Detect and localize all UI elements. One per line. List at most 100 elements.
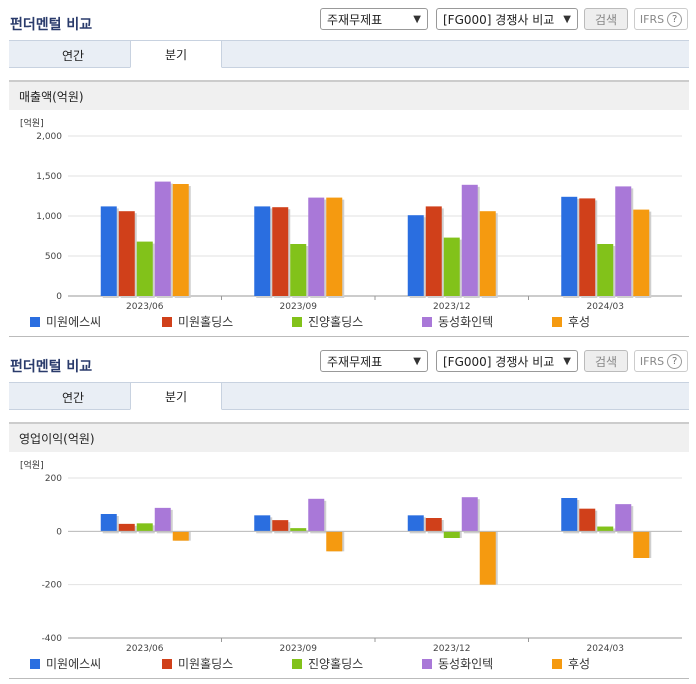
statement-select[interactable]: 주재무제표 ▼ (320, 350, 428, 372)
legend-swatch (552, 316, 562, 327)
bar-2-0 (136, 241, 153, 296)
chevron-down-icon: ▼ (563, 355, 571, 367)
bar-0-3 (561, 498, 578, 532)
tab-annual[interactable]: 연간 (61, 390, 85, 405)
bar-3-1 (308, 197, 325, 296)
bar-1-2 (425, 206, 442, 296)
unit-label: [억원] (20, 117, 44, 129)
legend-swatch (162, 658, 172, 669)
ifrs-label: IFRS (639, 12, 665, 26)
legend-label: 진양홀딩스 (308, 315, 364, 329)
compare-select-value: [FG000] 경쟁사 비교 (443, 12, 555, 27)
x-tick-label: 2023/09 (280, 302, 318, 312)
bar-2-3 (597, 244, 614, 296)
bar-2-1 (290, 528, 307, 532)
legend-item: 후성 (552, 655, 590, 672)
y-tick-label: 1,500 (36, 172, 62, 182)
legend-swatch (422, 316, 432, 327)
y-tick-label: 200 (45, 474, 62, 484)
bar-4-2 (479, 211, 496, 296)
legend-item: 미원홀딩스 (162, 313, 233, 330)
legend-label: 동성화인텍 (438, 315, 494, 329)
bar-0-1 (254, 206, 271, 296)
statement-select-value: 주재무제표 (327, 12, 383, 27)
legend-label: 미원에스씨 (46, 315, 102, 329)
legend-swatch (30, 316, 40, 327)
bar-2-0 (136, 523, 153, 532)
x-tick-label: 2024/03 (587, 644, 624, 654)
y-tick-label: 2,000 (36, 132, 62, 142)
ifrs-label: IFRS (639, 354, 665, 368)
search-button[interactable]: 검색 (584, 8, 628, 30)
legend-swatch (422, 658, 432, 669)
chevron-down-icon: ▼ (413, 355, 421, 367)
bar-1-3 (579, 198, 596, 296)
x-tick-label: 2023/12 (433, 302, 470, 312)
bar-0-2 (407, 215, 424, 296)
x-tick-label: 2023/12 (433, 644, 470, 654)
bar-4-0 (172, 184, 189, 296)
bar-3-0 (154, 181, 171, 296)
legend-label: 진양홀딩스 (308, 657, 364, 671)
bar-4-2 (479, 531, 496, 585)
legend-item: 진양홀딩스 (292, 655, 363, 672)
question-mark-icon: ? (667, 353, 683, 369)
compare-select-value: [FG000] 경쟁사 비교 (443, 354, 555, 369)
legend-swatch (292, 658, 302, 669)
legend-item: 미원홀딩스 (162, 655, 233, 672)
bar-1-0 (118, 523, 135, 532)
tab-quarterly[interactable]: 분기 (130, 382, 222, 410)
bar-3-2 (461, 184, 478, 296)
fundamental-panel-operating-profit: 펀더멘털 비교 주재무제표 ▼ [FG000] 경쟁사 비교 ▼ 검색 IFRS… (0, 342, 696, 684)
y-tick-label: 500 (45, 252, 62, 262)
bar-0-0 (100, 206, 117, 296)
legend-label: 후성 (568, 315, 591, 329)
bar-4-3 (633, 209, 650, 296)
legend-item: 동성화인텍 (422, 313, 493, 330)
legend-item: 미원에스씨 (30, 313, 101, 330)
bar-1-1 (272, 520, 289, 532)
bar-1-2 (425, 518, 442, 532)
bar-2-2 (443, 531, 460, 538)
x-tick-label: 2023/06 (126, 644, 164, 654)
y-tick-label: -200 (42, 581, 63, 591)
bar-4-0 (172, 531, 189, 541)
legend-label: 미원에스씨 (46, 657, 102, 671)
bar-1-3 (579, 508, 596, 532)
legend-label: 미원홀딩스 (178, 315, 234, 329)
metric-label: 매출액(억원) (9, 80, 689, 110)
period-tabs: 연간 분기 (9, 40, 689, 68)
bar-4-3 (633, 531, 650, 558)
y-tick-label: 0 (56, 527, 62, 537)
bar-0-1 (254, 515, 271, 532)
bar-3-1 (308, 498, 325, 532)
bar-0-2 (407, 515, 424, 532)
tab-quarterly[interactable]: 분기 (130, 40, 222, 68)
compare-select[interactable]: [FG000] 경쟁사 비교 ▼ (436, 350, 578, 372)
bar-1-1 (272, 207, 289, 296)
statement-select[interactable]: 주재무제표 ▼ (320, 8, 428, 30)
y-tick-label: 0 (56, 292, 62, 302)
legend-swatch (292, 316, 302, 327)
legend-item: 미원에스씨 (30, 655, 101, 672)
legend-swatch (162, 316, 172, 327)
ifrs-help-button[interactable]: IFRS ? (634, 350, 688, 372)
search-button[interactable]: 검색 (584, 350, 628, 372)
ifrs-help-button[interactable]: IFRS ? (634, 8, 688, 30)
tab-annual[interactable]: 연간 (61, 48, 85, 63)
compare-select[interactable]: [FG000] 경쟁사 비교 ▼ (436, 8, 578, 30)
bar-2-1 (290, 244, 307, 296)
operating-profit-bar-chart: [억원] -400 -200 0 200 2023/06 2023/09 2023/12 202… (20, 459, 682, 654)
fundamental-panel-revenue: 펀더멘털 비교 주재무제표 ▼ [FG000] 경쟁사 비교 ▼ 검색 IFRS… (9, 8, 689, 337)
bar-1-0 (118, 211, 135, 296)
bar-4-1 (326, 197, 343, 296)
x-tick-label: 2023/09 (280, 644, 318, 654)
panel-title: 펀더멘털 비교 (10, 17, 93, 33)
legend-label: 후성 (568, 657, 591, 671)
bar-2-3 (597, 526, 614, 532)
metric-label: 영업이익(억원) (9, 422, 689, 452)
chevron-down-icon: ▼ (413, 13, 421, 25)
bar-3-0 (154, 507, 171, 532)
bar-0-3 (561, 196, 578, 296)
legend-item: 진양홀딩스 (292, 313, 363, 330)
